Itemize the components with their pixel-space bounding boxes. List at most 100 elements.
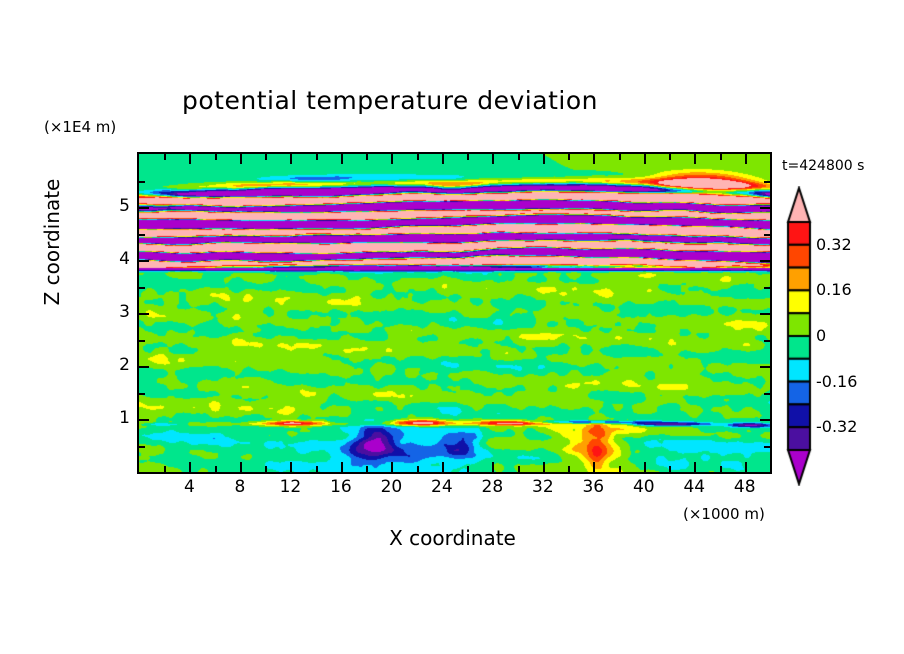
tick-mark [139, 445, 145, 448]
tick-mark [340, 154, 343, 164]
tick-mark [366, 154, 369, 160]
tick-mark [391, 154, 394, 164]
y-tick-label: 4 [119, 249, 130, 269]
colorbar-canvas [786, 186, 836, 486]
tick-mark [764, 339, 770, 342]
tick-mark [315, 154, 318, 160]
x-tick-label: 28 [481, 477, 504, 497]
tick-mark [139, 392, 145, 395]
x-tick-label: 12 [279, 477, 302, 497]
tick-mark [568, 154, 571, 160]
colorbar [786, 186, 836, 490]
plot-area [137, 152, 772, 474]
x-tick-label: 36 [582, 477, 605, 497]
tick-mark [164, 154, 167, 160]
tick-mark [764, 392, 770, 395]
x-tick-label: 24 [431, 477, 453, 497]
y-tick-label: 1 [119, 408, 130, 428]
y-axis-unit-label: (×1E4 m) [44, 118, 117, 136]
tick-mark [164, 466, 167, 472]
colorbar-tick-label: 0.32 [816, 234, 852, 254]
x-tick-label: 32 [532, 477, 554, 497]
tick-mark [441, 154, 444, 164]
tick-mark [139, 260, 149, 262]
tick-mark [214, 466, 217, 472]
x-tick-label: 8 [234, 477, 246, 497]
tick-mark [265, 154, 268, 160]
tick-mark [290, 154, 293, 164]
tick-mark [542, 154, 545, 164]
tick-mark [139, 339, 145, 342]
tick-mark [467, 466, 470, 472]
tick-mark [568, 466, 571, 472]
x-tick-label: 44 [683, 477, 706, 497]
tick-mark [340, 462, 343, 472]
y-tick-label: 5 [119, 196, 130, 216]
tick-mark [416, 154, 419, 160]
colorbar-tick-label: -0.32 [816, 417, 858, 437]
tick-mark [694, 462, 697, 472]
x-tick-label: 40 [632, 477, 655, 497]
tick-mark [770, 154, 772, 160]
y-tick-label: 3 [119, 302, 130, 322]
tick-mark [467, 154, 470, 160]
tick-mark [643, 462, 646, 472]
tick-mark [694, 154, 697, 164]
tick-mark [239, 462, 242, 472]
tick-mark [139, 233, 145, 236]
colorbar-tick-label: 0 [816, 326, 827, 345]
tick-mark [719, 466, 722, 472]
tick-mark [189, 462, 192, 472]
tick-mark [139, 313, 149, 315]
tick-mark [139, 207, 149, 209]
tick-mark [618, 466, 621, 472]
tick-mark [744, 154, 747, 164]
tick-mark [618, 154, 621, 160]
tick-mark [770, 466, 772, 472]
tick-mark [593, 462, 596, 472]
contour-field-canvas [139, 154, 770, 472]
tick-mark [391, 462, 394, 472]
tick-mark [764, 180, 770, 183]
x-tick-label: 16 [330, 477, 352, 497]
tick-mark [441, 462, 444, 472]
tick-mark [139, 180, 145, 183]
tick-mark [744, 462, 747, 472]
y-axis-title: Z coordinate [40, 178, 64, 306]
x-axis-title: X coordinate [389, 526, 516, 550]
tick-mark [214, 154, 217, 160]
tick-mark [643, 154, 646, 164]
colorbar-tick-label: 0.16 [816, 280, 852, 300]
tick-mark [760, 207, 770, 209]
x-axis-unit-label: (×1000 m) [683, 505, 765, 523]
tick-mark [517, 466, 520, 472]
tick-mark [492, 154, 495, 164]
tick-mark [517, 154, 520, 160]
tick-mark [239, 154, 242, 164]
timestamp-annotation: t=424800 s [782, 158, 865, 174]
tick-mark [764, 233, 770, 236]
tick-mark [764, 445, 770, 448]
tick-mark [265, 466, 268, 472]
colorbar-tick-label: -0.16 [816, 371, 858, 391]
tick-mark [764, 286, 770, 289]
tick-mark [760, 260, 770, 262]
tick-mark [669, 466, 672, 472]
x-tick-label: 48 [733, 477, 756, 497]
tick-mark [366, 466, 369, 472]
tick-mark [542, 462, 545, 472]
tick-mark [139, 366, 149, 368]
x-tick-label: 4 [184, 477, 195, 497]
tick-mark [416, 466, 419, 472]
tick-mark [669, 154, 672, 160]
tick-mark [760, 313, 770, 315]
page-title: potential temperature deviation [182, 86, 598, 115]
x-tick-label: 20 [380, 477, 403, 497]
tick-mark [760, 419, 770, 421]
y-tick-label: 2 [119, 355, 130, 375]
tick-mark [593, 154, 596, 164]
tick-mark [139, 286, 145, 289]
tick-mark [492, 462, 495, 472]
tick-mark [719, 154, 722, 160]
